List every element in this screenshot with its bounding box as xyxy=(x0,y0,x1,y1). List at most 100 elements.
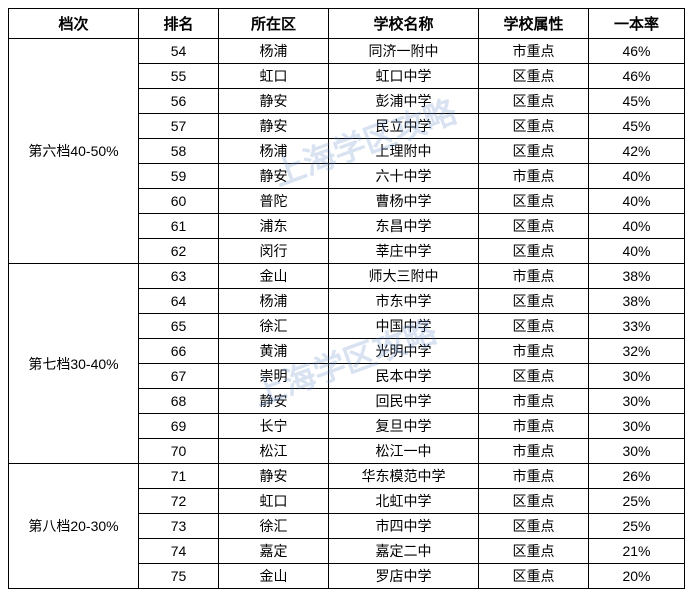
attr-cell: 区重点 xyxy=(479,314,589,339)
attr-cell: 市重点 xyxy=(479,264,589,289)
school-cell: 市东中学 xyxy=(329,289,479,314)
school-cell: 北虹中学 xyxy=(329,489,479,514)
school-cell: 曹杨中学 xyxy=(329,189,479,214)
rate-cell: 33% xyxy=(589,314,685,339)
district-cell: 浦东 xyxy=(219,214,329,239)
school-cell: 华东模范中学 xyxy=(329,464,479,489)
rank-cell: 74 xyxy=(139,539,219,564)
rate-cell: 20% xyxy=(589,564,685,589)
attr-cell: 市重点 xyxy=(479,414,589,439)
rank-cell: 63 xyxy=(139,264,219,289)
header-cell: 排名 xyxy=(139,9,219,39)
rank-cell: 61 xyxy=(139,214,219,239)
rank-cell: 57 xyxy=(139,114,219,139)
attr-cell: 市重点 xyxy=(479,39,589,64)
rate-cell: 25% xyxy=(589,514,685,539)
rank-cell: 67 xyxy=(139,364,219,389)
school-cell: 上理附中 xyxy=(329,139,479,164)
attr-cell: 区重点 xyxy=(479,364,589,389)
rank-cell: 54 xyxy=(139,39,219,64)
rate-cell: 38% xyxy=(589,264,685,289)
school-cell: 东昌中学 xyxy=(329,214,479,239)
district-cell: 长宁 xyxy=(219,414,329,439)
attr-cell: 区重点 xyxy=(479,564,589,589)
school-cell: 民本中学 xyxy=(329,364,479,389)
district-cell: 杨浦 xyxy=(219,139,329,164)
attr-cell: 区重点 xyxy=(479,89,589,114)
district-cell: 黄浦 xyxy=(219,339,329,364)
rank-cell: 60 xyxy=(139,189,219,214)
rank-cell: 72 xyxy=(139,489,219,514)
rank-cell: 71 xyxy=(139,464,219,489)
attr-cell: 市重点 xyxy=(479,389,589,414)
rate-cell: 25% xyxy=(589,489,685,514)
school-cell: 六十中学 xyxy=(329,164,479,189)
rank-cell: 70 xyxy=(139,439,219,464)
rate-cell: 38% xyxy=(589,289,685,314)
district-cell: 杨浦 xyxy=(219,39,329,64)
district-cell: 静安 xyxy=(219,389,329,414)
rank-cell: 64 xyxy=(139,289,219,314)
school-cell: 罗店中学 xyxy=(329,564,479,589)
attr-cell: 区重点 xyxy=(479,64,589,89)
rate-cell: 46% xyxy=(589,39,685,64)
rate-cell: 42% xyxy=(589,139,685,164)
rank-cell: 73 xyxy=(139,514,219,539)
rate-cell: 40% xyxy=(589,214,685,239)
district-cell: 杨浦 xyxy=(219,289,329,314)
rank-cell: 66 xyxy=(139,339,219,364)
rank-cell: 55 xyxy=(139,64,219,89)
rank-cell: 65 xyxy=(139,314,219,339)
attr-cell: 区重点 xyxy=(479,139,589,164)
school-cell: 虹口中学 xyxy=(329,64,479,89)
district-cell: 金山 xyxy=(219,264,329,289)
attr-cell: 市重点 xyxy=(479,439,589,464)
district-cell: 嘉定 xyxy=(219,539,329,564)
rate-cell: 40% xyxy=(589,239,685,264)
school-cell: 嘉定二中 xyxy=(329,539,479,564)
header-row: 档次排名所在区学校名称学校属性一本率 xyxy=(9,9,685,39)
district-cell: 静安 xyxy=(219,114,329,139)
rate-cell: 30% xyxy=(589,439,685,464)
rank-cell: 56 xyxy=(139,89,219,114)
school-cell: 彭浦中学 xyxy=(329,89,479,114)
district-cell: 金山 xyxy=(219,564,329,589)
district-cell: 静安 xyxy=(219,464,329,489)
table-container: 档次排名所在区学校名称学校属性一本率 第六档40-50%54杨浦同济一附中市重点… xyxy=(8,8,684,589)
header-cell: 档次 xyxy=(9,9,139,39)
district-cell: 静安 xyxy=(219,164,329,189)
attr-cell: 区重点 xyxy=(479,214,589,239)
rank-cell: 68 xyxy=(139,389,219,414)
rank-cell: 62 xyxy=(139,239,219,264)
tier-cell: 第六档40-50% xyxy=(9,39,139,264)
district-cell: 崇明 xyxy=(219,364,329,389)
table-row: 第六档40-50%54杨浦同济一附中市重点46% xyxy=(9,39,685,64)
school-cell: 松江一中 xyxy=(329,439,479,464)
rank-cell: 69 xyxy=(139,414,219,439)
attr-cell: 区重点 xyxy=(479,289,589,314)
district-cell: 徐汇 xyxy=(219,514,329,539)
table-row: 第七档30-40%63金山师大三附中市重点38% xyxy=(9,264,685,289)
attr-cell: 市重点 xyxy=(479,164,589,189)
attr-cell: 市重点 xyxy=(479,464,589,489)
rank-cell: 75 xyxy=(139,564,219,589)
tier-cell: 第八档20-30% xyxy=(9,464,139,589)
header-cell: 学校名称 xyxy=(329,9,479,39)
rate-cell: 32% xyxy=(589,339,685,364)
attr-cell: 市重点 xyxy=(479,339,589,364)
attr-cell: 区重点 xyxy=(479,239,589,264)
rank-cell: 58 xyxy=(139,139,219,164)
district-cell: 虹口 xyxy=(219,489,329,514)
rate-cell: 26% xyxy=(589,464,685,489)
school-cell: 光明中学 xyxy=(329,339,479,364)
rate-cell: 30% xyxy=(589,364,685,389)
school-cell: 师大三附中 xyxy=(329,264,479,289)
attr-cell: 区重点 xyxy=(479,189,589,214)
district-cell: 普陀 xyxy=(219,189,329,214)
header-cell: 一本率 xyxy=(589,9,685,39)
school-cell: 莘庄中学 xyxy=(329,239,479,264)
district-cell: 静安 xyxy=(219,89,329,114)
school-cell: 民立中学 xyxy=(329,114,479,139)
rate-cell: 40% xyxy=(589,164,685,189)
header-cell: 所在区 xyxy=(219,9,329,39)
